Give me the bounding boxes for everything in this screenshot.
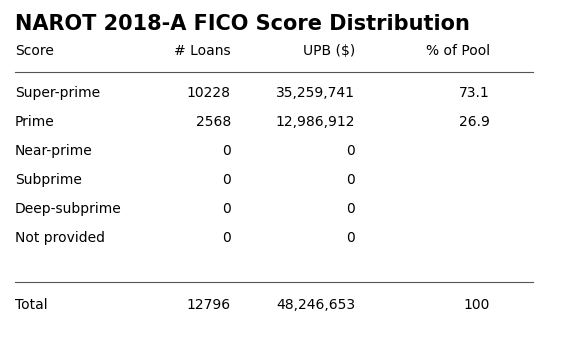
Text: Subprime: Subprime — [15, 173, 82, 187]
Text: UPB ($): UPB ($) — [303, 44, 355, 58]
Text: Not provided: Not provided — [15, 231, 105, 245]
Text: 26.9: 26.9 — [459, 115, 490, 129]
Text: 12796: 12796 — [187, 298, 231, 312]
Text: Score: Score — [15, 44, 54, 58]
Text: 0: 0 — [346, 173, 355, 187]
Text: 0: 0 — [346, 202, 355, 216]
Text: 35,259,741: 35,259,741 — [276, 86, 355, 100]
Text: % of Pool: % of Pool — [426, 44, 490, 58]
Text: Near-prime: Near-prime — [15, 144, 93, 158]
Text: NAROT 2018-A FICO Score Distribution: NAROT 2018-A FICO Score Distribution — [15, 14, 470, 34]
Text: 0: 0 — [222, 231, 231, 245]
Text: 100: 100 — [463, 298, 490, 312]
Text: Total: Total — [15, 298, 47, 312]
Text: 0: 0 — [346, 231, 355, 245]
Text: Super-prime: Super-prime — [15, 86, 100, 100]
Text: 0: 0 — [222, 144, 231, 158]
Text: 2568: 2568 — [196, 115, 231, 129]
Text: 12,986,912: 12,986,912 — [275, 115, 355, 129]
Text: 0: 0 — [222, 173, 231, 187]
Text: 48,246,653: 48,246,653 — [276, 298, 355, 312]
Text: # Loans: # Loans — [174, 44, 231, 58]
Text: 0: 0 — [222, 202, 231, 216]
Text: 10228: 10228 — [187, 86, 231, 100]
Text: 73.1: 73.1 — [459, 86, 490, 100]
Text: Deep-subprime: Deep-subprime — [15, 202, 122, 216]
Text: Prime: Prime — [15, 115, 55, 129]
Text: 0: 0 — [346, 144, 355, 158]
